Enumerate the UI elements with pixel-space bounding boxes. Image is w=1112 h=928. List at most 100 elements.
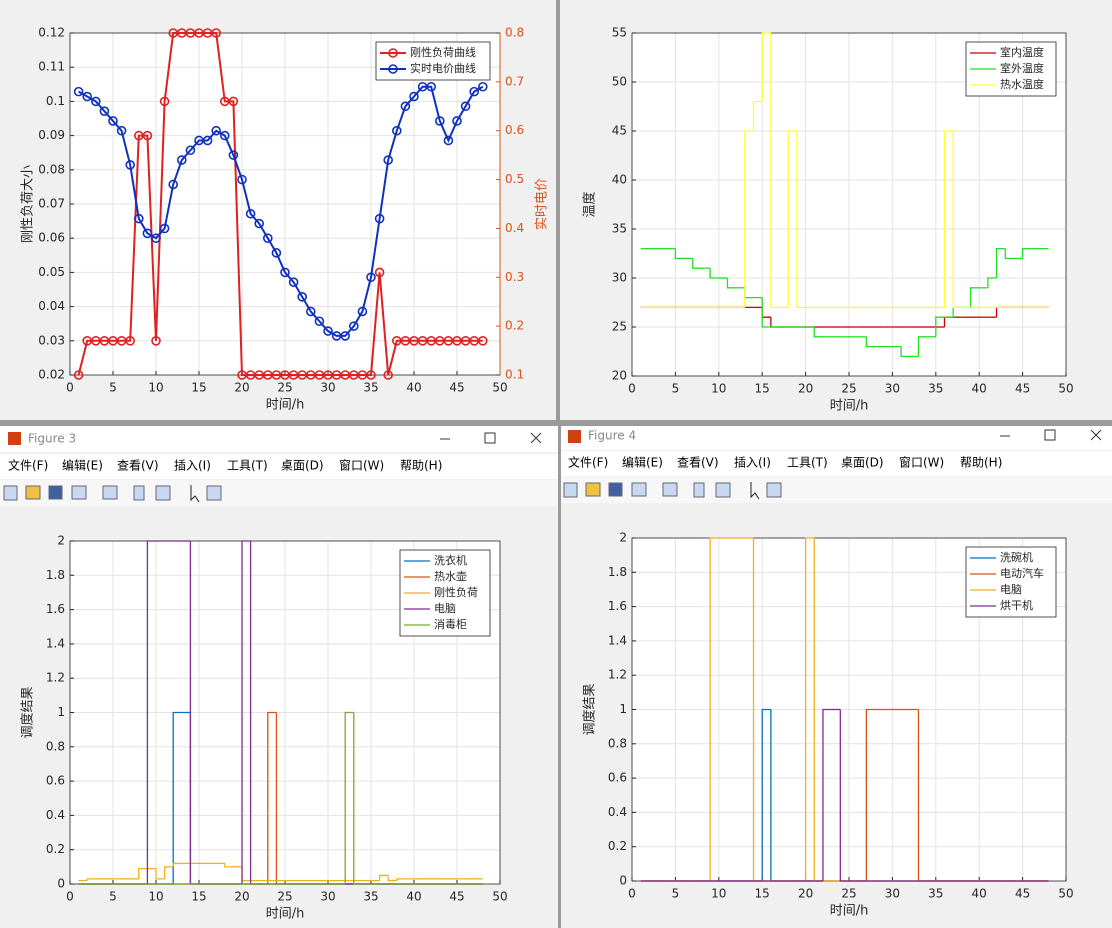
- legend-label: 室外温度: [1000, 61, 1044, 75]
- step-segment: [138, 867, 148, 879]
- y-tick-label: 50: [612, 75, 627, 89]
- y2-tick-label: 0.2: [505, 319, 524, 333]
- maximize-button[interactable]: [1044, 429, 1056, 441]
- marker: [383, 370, 394, 380]
- y-tick-label: 1.6: [46, 602, 65, 616]
- marker: [280, 267, 290, 278]
- title-bar: [561, 426, 1112, 450]
- menu-item[interactable]: 工具(T): [787, 456, 828, 470]
- x-tick-label: 5: [672, 382, 680, 396]
- x-tick-label: 10: [148, 890, 163, 904]
- step-segment: [952, 131, 962, 309]
- menu-item[interactable]: 插入(I): [734, 456, 771, 470]
- step-segment: [839, 709, 849, 882]
- y-tick-label: 0.4: [608, 805, 627, 819]
- menu-item[interactable]: 帮助(H): [960, 456, 1002, 470]
- menu-item[interactable]: 桌面(D): [281, 459, 324, 473]
- x-tick-label: 0: [628, 382, 636, 396]
- marker: [245, 208, 256, 219]
- pointer-tool[interactable]: [190, 485, 200, 503]
- menu-item[interactable]: 窗口(W): [899, 456, 944, 470]
- marker: [288, 277, 299, 287]
- x-tick-label: 45: [449, 890, 464, 904]
- menu-item[interactable]: 文件(F): [568, 455, 608, 470]
- menu-item[interactable]: 窗口(W): [339, 459, 384, 473]
- toolbar-icons[interactable]: [3, 485, 222, 501]
- step-segment: [241, 540, 251, 884]
- marker: [469, 86, 480, 97]
- step-segment: [744, 130, 754, 308]
- step-segment: [163, 866, 174, 879]
- marker: [185, 145, 196, 156]
- menu-item[interactable]: 文件(F): [8, 458, 48, 473]
- close-button[interactable]: [530, 432, 542, 444]
- y2-tick-label: 0.3: [505, 270, 524, 284]
- x-axis-label: 时间/h: [830, 904, 869, 919]
- x-tick-label: 35: [928, 382, 943, 396]
- menu-item[interactable]: 工具(T): [227, 459, 268, 473]
- close-button[interactable]: [1090, 429, 1102, 441]
- marker: [297, 292, 308, 302]
- step-segment: [969, 287, 980, 308]
- y-tick-label: 0.09: [38, 128, 65, 142]
- menu-item[interactable]: 编辑(E): [62, 458, 103, 473]
- menu-item[interactable]: 插入(I): [174, 459, 211, 473]
- marker: [314, 316, 325, 327]
- legend-label: 洗碗机: [1000, 550, 1033, 564]
- step-segment: [917, 336, 928, 357]
- marker: [271, 248, 282, 258]
- step-segment: [146, 540, 156, 884]
- legend-label: 热水壶: [434, 569, 467, 583]
- x-tick-label: 5: [672, 887, 680, 901]
- maximize-button[interactable]: [484, 432, 496, 444]
- step-segment: [674, 248, 685, 260]
- x-tick-label: 50: [492, 890, 507, 904]
- y-axis-label: 温度: [582, 191, 598, 217]
- step-segment: [396, 878, 406, 881]
- step-segment: [1021, 247, 1032, 259]
- marker: [323, 326, 333, 336]
- step-segment: [796, 131, 806, 309]
- y-tick-label: 0.11: [38, 60, 65, 74]
- x-tick-label: 0: [66, 890, 74, 904]
- y-tick-label: 2: [57, 534, 65, 548]
- window-divider: [556, 0, 560, 420]
- chart: 0 5 10 15 20 25 30 35 40 45 50 0 0.2 0.4 0.6 0.8 1 1.2 1.4…: [582, 531, 1074, 919]
- y-tick-label: 40: [612, 173, 627, 187]
- marker: [434, 116, 445, 126]
- y2-tick-label: 0.4: [505, 221, 524, 235]
- marker: [211, 28, 221, 38]
- marker: [125, 160, 135, 170]
- step-segment: [692, 258, 702, 269]
- menu-item[interactable]: 查看(V): [117, 459, 159, 473]
- y-axis-label: 刚性负荷大小: [21, 165, 36, 243]
- y-tick-label: 1.4: [46, 636, 65, 650]
- y-tick-label: 1.8: [608, 565, 627, 579]
- chart: 0 5 10 15 20 25 30 35 40 45 50 20 25 30 35 40 45 50 55 室内温度…: [582, 26, 1074, 414]
- x-axis-label: 时间/h: [830, 399, 869, 414]
- legend-label: 刚性负荷曲线: [410, 45, 476, 59]
- step-segment: [86, 878, 96, 881]
- y-tick-label: 1.8: [46, 568, 65, 582]
- x-tick-label: 10: [711, 887, 726, 901]
- step-segment: [752, 100, 763, 131]
- line: [78, 85, 484, 337]
- menu-item[interactable]: 查看(V): [677, 456, 719, 470]
- y2-tick-label: 0.7: [505, 74, 524, 88]
- menu-item[interactable]: 编辑(E): [622, 455, 663, 470]
- menu-item[interactable]: 桌面(D): [841, 456, 884, 470]
- step-segment: [995, 247, 1006, 278]
- marker: [254, 218, 265, 229]
- y-tick-label: 1.2: [608, 668, 627, 682]
- step-segment: [387, 875, 397, 882]
- menu-item[interactable]: 帮助(H): [400, 459, 442, 473]
- axes-box: [631, 32, 1067, 377]
- y-tick-label: 1.6: [608, 599, 627, 613]
- pointer-tool[interactable]: [750, 482, 760, 500]
- step-segment: [172, 711, 182, 884]
- toolbar-icons[interactable]: [563, 482, 782, 498]
- step-segment: [761, 32, 771, 102]
- marker: [202, 135, 213, 146]
- x-tick-label: 25: [841, 887, 856, 901]
